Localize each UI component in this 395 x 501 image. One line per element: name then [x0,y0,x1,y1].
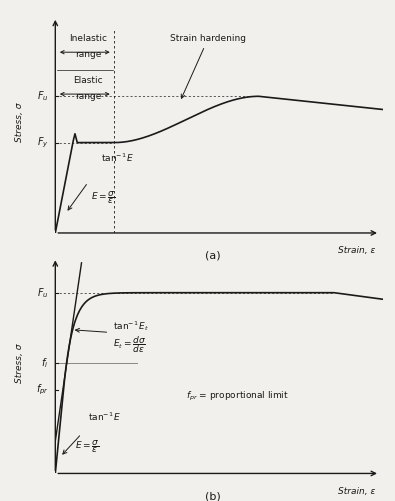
Text: Strain hardening: Strain hardening [170,34,246,98]
Text: $E = \dfrac{\sigma}{\varepsilon}$: $E = \dfrac{\sigma}{\varepsilon}$ [75,438,100,455]
Text: $\tan^{-1}E_t$: $\tan^{-1}E_t$ [113,319,149,333]
Text: $E_t = \dfrac{d\sigma}{d\varepsilon}$: $E_t = \dfrac{d\sigma}{d\varepsilon}$ [113,334,146,355]
Text: range: range [75,92,101,101]
Text: $F_y$: $F_y$ [37,135,49,150]
Text: $F_u$: $F_u$ [37,286,49,300]
Text: Elastic: Elastic [73,76,103,85]
Text: $f_i$: $f_i$ [41,356,49,370]
Text: $f_{pr}$ = proportional limit: $f_{pr}$ = proportional limit [186,390,289,403]
Text: Strain, ε: Strain, ε [338,246,376,255]
Text: (a): (a) [205,250,220,261]
Text: Stress, σ: Stress, σ [15,103,24,142]
Text: Inelastic: Inelastic [69,35,107,44]
Text: $E = \dfrac{\sigma}{\varepsilon}$: $E = \dfrac{\sigma}{\varepsilon}$ [91,189,116,206]
Text: $f_{pr}$: $f_{pr}$ [36,382,49,397]
Text: $\tan^{-1}E$: $\tan^{-1}E$ [88,410,122,422]
Text: range: range [75,50,101,59]
Text: (b): (b) [205,491,220,501]
Text: $\tan^{-1}E$: $\tan^{-1}E$ [101,152,135,164]
Text: Stress, σ: Stress, σ [15,344,24,383]
Text: $F_u$: $F_u$ [37,89,49,103]
Text: Strain, ε: Strain, ε [338,486,376,495]
